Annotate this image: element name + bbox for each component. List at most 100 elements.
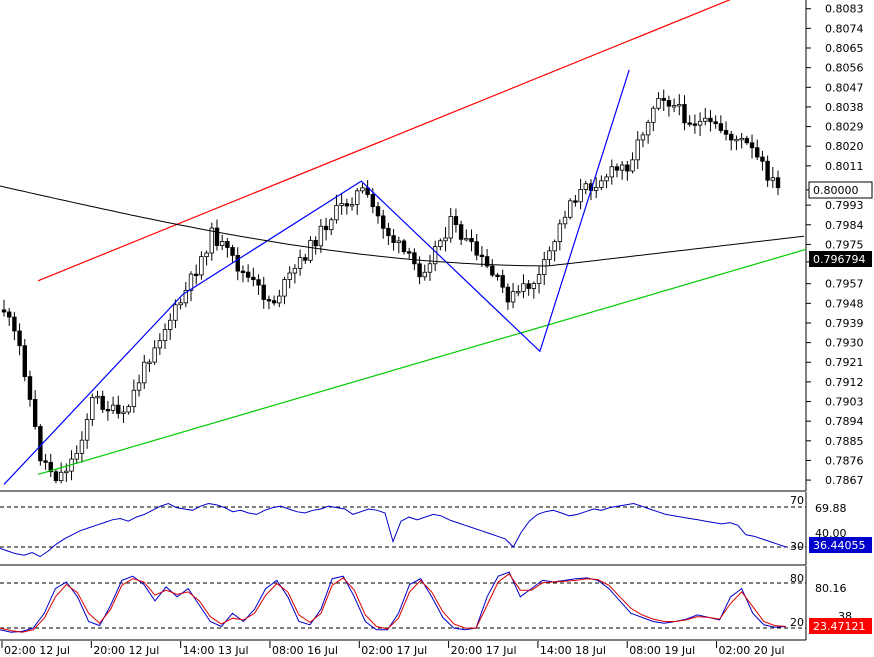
candle-body [277, 295, 282, 304]
price-tick-label: 0.8056 [825, 62, 864, 75]
candle-body [162, 329, 168, 342]
candle-body [443, 237, 448, 242]
candle-body [723, 130, 729, 135]
candle-body [521, 283, 526, 292]
candle-body [339, 203, 344, 206]
candle-body [27, 376, 33, 400]
candle-body [583, 183, 588, 190]
candle-body [64, 470, 69, 474]
candle-body [484, 256, 490, 267]
rsi-level-70-label: 70 [790, 494, 804, 507]
candle-body [474, 241, 479, 256]
rsi-last-label: 36.44055 [813, 539, 866, 552]
candle-body [79, 439, 85, 454]
candle-body [749, 142, 755, 149]
candle-body [578, 189, 583, 203]
time-tick-label: 08:00 19 Jul [629, 644, 695, 657]
time-tick-label: 02:00 20 Jul [719, 644, 785, 657]
candle-body [116, 404, 121, 414]
candle-body [438, 240, 443, 248]
candle-body [266, 299, 272, 302]
stochastic-level-80-label: 80 [790, 572, 804, 585]
candle-body [427, 263, 433, 273]
candle-body [381, 215, 386, 229]
stochastic-lines [0, 571, 787, 633]
candle-body [282, 279, 287, 297]
candle-body [453, 216, 459, 226]
candle-body [100, 395, 105, 410]
candle-body [505, 286, 511, 303]
candle-body [448, 216, 453, 239]
candle-body [682, 104, 687, 124]
candle-body [593, 187, 599, 191]
price-tick-label: 0.7948 [825, 297, 864, 310]
candle-body [547, 250, 552, 261]
candle-body [573, 200, 578, 203]
candle-body [230, 247, 235, 256]
last-price-badge: 0.80000 [808, 181, 873, 199]
candle-body [173, 304, 178, 321]
candle-body [209, 227, 214, 254]
candle-body [355, 190, 360, 205]
candle-body [386, 227, 391, 237]
candle-body [729, 133, 734, 141]
candle-body [22, 345, 27, 377]
candle-body [1, 309, 7, 313]
candle-body [32, 399, 38, 427]
price-tick-label: 0.7903 [825, 396, 864, 409]
candle-body [526, 283, 531, 289]
time-tick-label: 08:00 16 Jul [272, 644, 338, 657]
candle-body [84, 419, 90, 441]
candle-body [645, 121, 651, 136]
candle-body [344, 203, 350, 207]
candle-body [604, 176, 609, 182]
candle-body [245, 271, 251, 278]
price-tick-label: 0.7930 [825, 337, 864, 350]
candle-body [349, 204, 355, 207]
time-tick-label: 02:00 17 Jul [361, 644, 427, 657]
candle-body [458, 224, 464, 240]
candle-body [708, 117, 713, 123]
candle-body [531, 283, 537, 289]
candle-body [178, 302, 183, 306]
candle-body [308, 240, 313, 261]
price-tick-label: 0.7957 [825, 278, 864, 291]
candle-body [417, 263, 422, 278]
candle-body [271, 300, 277, 304]
candle-body [656, 97, 661, 109]
candle-body [292, 268, 298, 274]
candle-body [204, 252, 209, 257]
candle-body [323, 225, 329, 231]
candle-body [609, 166, 614, 178]
stoch-series-line-0 [0, 571, 787, 633]
candle-body [391, 235, 396, 243]
rsi-series-line-0 [0, 502, 787, 558]
candle-body [490, 265, 495, 276]
candle-body [256, 279, 261, 286]
last-price-label: 0.80000 [813, 184, 859, 197]
candle-body [142, 361, 147, 384]
stochastic-value-label-80-16: 80.16 [815, 582, 847, 595]
candle-body [95, 395, 100, 399]
candle-body [568, 200, 573, 218]
candle-body [136, 382, 142, 391]
stochastic-last-label: 23.47121 [813, 620, 866, 633]
upper-channel-line [37, 0, 731, 282]
candle-body [677, 104, 682, 107]
candle-body [562, 216, 568, 225]
candle-body [661, 97, 666, 101]
candle-body [303, 257, 308, 261]
time-tick-label: 02:00 12 Jul [4, 644, 70, 657]
stochastic-last-badge: 23.47121 [809, 618, 872, 634]
candle-body [625, 164, 630, 172]
candle-body [739, 137, 744, 141]
rsi-value-label-69-88: 69.88 [815, 502, 847, 515]
price-tick-label: 0.7939 [825, 317, 864, 330]
candle-body [105, 409, 111, 412]
zigzag-line [3, 69, 630, 485]
time-tick-label: 14:00 13 Jul [183, 644, 249, 657]
candle-body [557, 223, 563, 243]
candle-body [744, 137, 750, 144]
candle-body [755, 147, 760, 158]
candle-body [599, 180, 604, 188]
